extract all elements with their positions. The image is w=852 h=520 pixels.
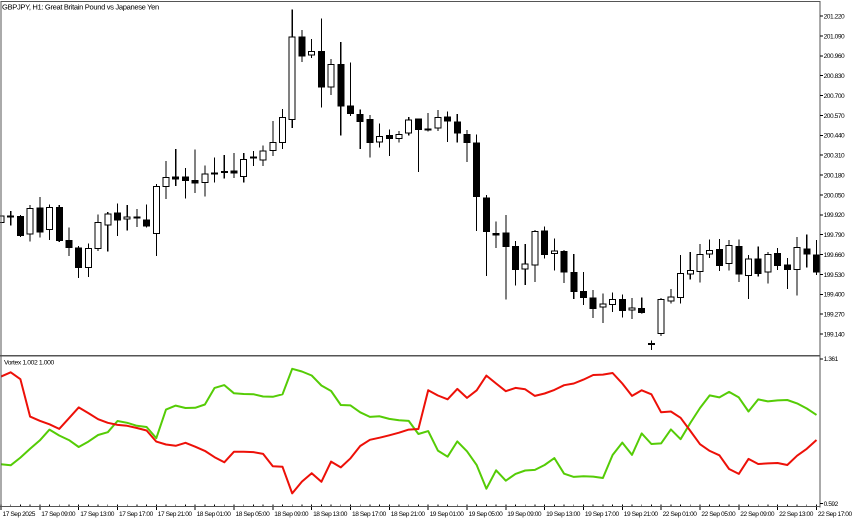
svg-text:200.050: 200.050 (824, 192, 845, 199)
svg-text:0.592: 0.592 (824, 501, 839, 508)
svg-text:19 Sep 13:00: 19 Sep 13:00 (546, 511, 581, 518)
svg-text:199.530: 199.530 (824, 272, 845, 279)
svg-text:17 Sep 17:00: 17 Sep 17:00 (119, 511, 154, 518)
svg-text:22 Sep 17:00: 22 Sep 17:00 (818, 511, 852, 518)
svg-text:22 Sep 13:00: 22 Sep 13:00 (779, 511, 814, 518)
svg-text:Vortex 1.002 1.000: Vortex 1.002 1.000 (4, 360, 54, 367)
svg-text:22 Sep 01:00: 22 Sep 01:00 (663, 511, 698, 518)
svg-text:18 Sep 09:00: 18 Sep 09:00 (274, 511, 309, 518)
svg-text:199.660: 199.660 (824, 252, 845, 259)
svg-text:200.310: 200.310 (824, 153, 845, 160)
svg-text:18 Sep 17:00: 18 Sep 17:00 (352, 511, 387, 518)
svg-text:201.220: 201.220 (824, 13, 845, 20)
svg-text:18 Sep 21:00: 18 Sep 21:00 (391, 511, 426, 518)
svg-text:GBPJPY, H1: Great Britain Pou: GBPJPY, H1: Great Britain Pound vs Japan… (2, 3, 159, 12)
svg-text:22 Sep 09:00: 22 Sep 09:00 (740, 511, 775, 518)
svg-text:17 Sep 2025: 17 Sep 2025 (3, 511, 36, 518)
svg-text:18 Sep 01:00: 18 Sep 01:00 (197, 511, 232, 518)
svg-text:19 Sep 21:00: 19 Sep 21:00 (624, 511, 659, 518)
svg-text:200.830: 200.830 (824, 73, 845, 80)
svg-text:1.361: 1.361 (824, 356, 839, 363)
svg-text:199.790: 199.790 (824, 232, 845, 239)
svg-text:18 Sep 13:00: 18 Sep 13:00 (313, 511, 348, 518)
svg-text:19 Sep 17:00: 19 Sep 17:00 (585, 511, 620, 518)
svg-text:200.570: 200.570 (824, 113, 845, 120)
svg-text:201.090: 201.090 (824, 33, 845, 40)
svg-text:200.960: 200.960 (824, 53, 845, 60)
svg-text:199.920: 199.920 (824, 212, 845, 219)
svg-text:19 Sep 01:00: 19 Sep 01:00 (430, 511, 465, 518)
svg-text:17 Sep 21:00: 17 Sep 21:00 (158, 511, 193, 518)
svg-text:200.700: 200.700 (824, 93, 845, 100)
svg-text:22 Sep 05:00: 22 Sep 05:00 (701, 511, 736, 518)
svg-text:18 Sep 05:00: 18 Sep 05:00 (236, 511, 271, 518)
svg-text:200.180: 200.180 (824, 172, 845, 179)
svg-text:200.440: 200.440 (824, 133, 845, 140)
svg-text:199.270: 199.270 (824, 312, 845, 319)
svg-text:19 Sep 05:00: 19 Sep 05:00 (469, 511, 504, 518)
svg-text:199.400: 199.400 (824, 292, 845, 299)
svg-text:19 Sep 09:00: 19 Sep 09:00 (507, 511, 542, 518)
svg-text:17 Sep 13:00: 17 Sep 13:00 (80, 511, 115, 518)
svg-text:199.140: 199.140 (824, 331, 845, 338)
svg-text:17 Sep 09:00: 17 Sep 09:00 (41, 511, 76, 518)
